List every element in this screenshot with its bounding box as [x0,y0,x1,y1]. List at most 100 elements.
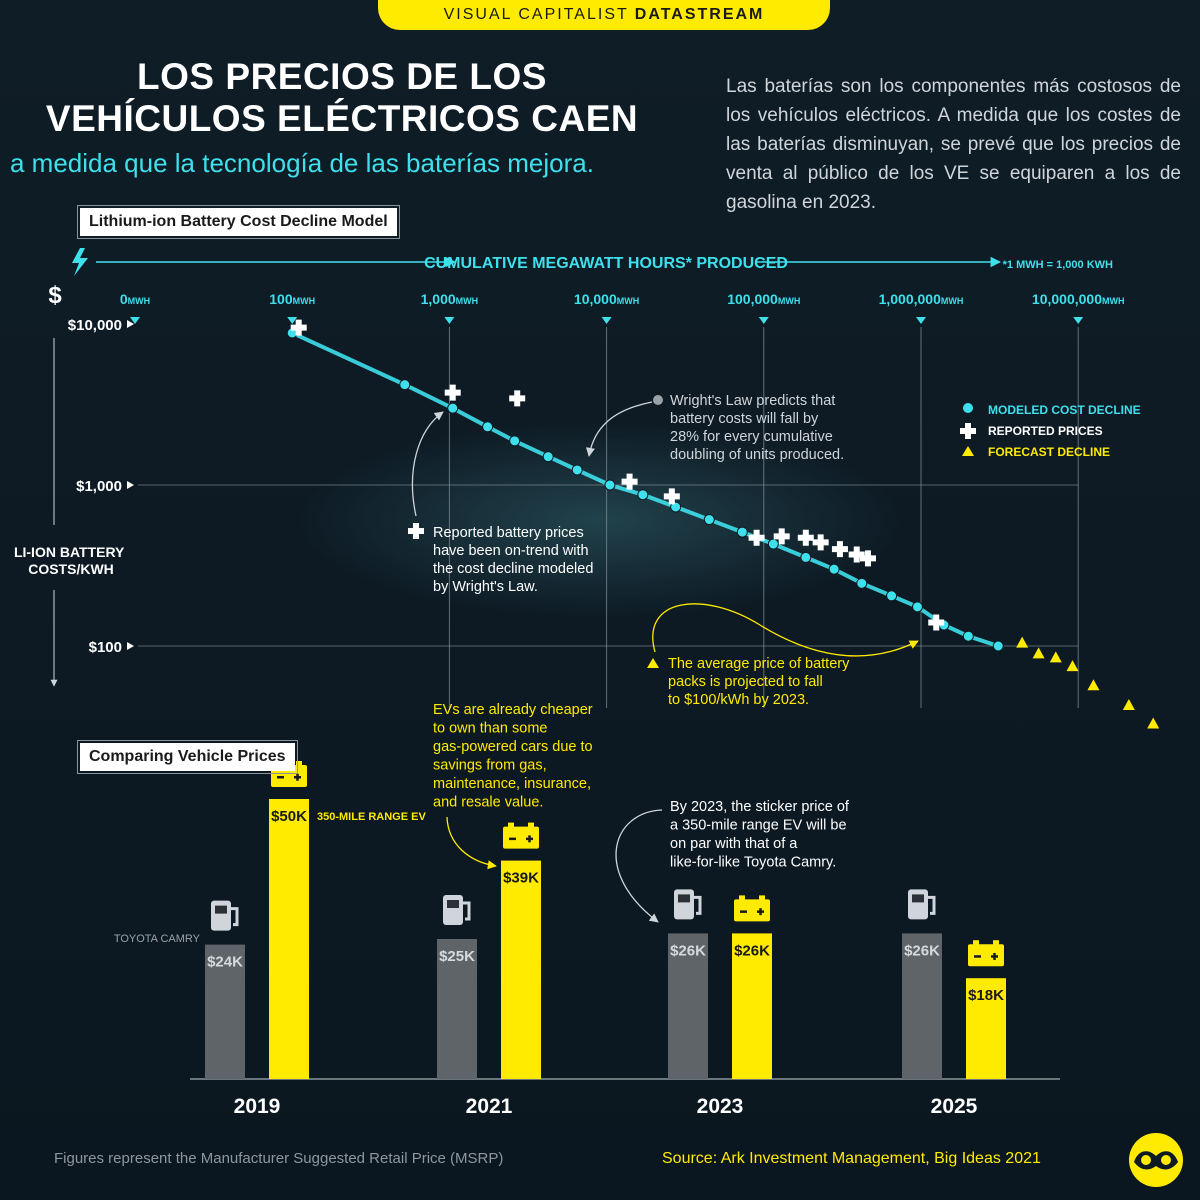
reported-price-point [748,529,765,546]
reported-price-point [509,390,526,407]
cross-marker-icon [960,423,976,439]
modeled-cost-point [509,435,521,447]
bar-group-2023: $26K $26K 2023 [668,889,772,1118]
legend-item-reported: REPORTED PRICES [960,423,1103,439]
fuel-pump-icon [674,889,702,920]
annotation-text: Wright's Law predicts that battery costs … [670,393,844,463]
camry-price-bar [437,939,477,1079]
y-axis-ticks: $10,000 $1,000 $100 [68,317,134,656]
forecast-point [1066,660,1079,672]
fuel-pump-icon [443,895,471,925]
forecast-point [1016,636,1029,648]
triangle-marker-icon [962,446,974,456]
reported-prices-annotation: Reported battery prices have been on-tren… [408,411,593,595]
camry-price-label: $26K [904,942,940,959]
wrights-law-annotation: Wright's Law predicts that battery costs … [585,393,844,463]
visual-capitalist-logo-icon [1129,1133,1183,1187]
modeled-cost-point [992,640,1004,652]
brand-banner: VISUAL CAPITALIST DATASTREAM [378,0,830,30]
circle-marker-icon [963,403,973,413]
ev-price-bar [732,933,772,1079]
year-label: 2025 [931,1095,978,1118]
reported-price-point [444,384,461,401]
camry-price-bar [668,933,708,1079]
ownership-cost-annotation: EVs are already cheaper to own than some g… [433,702,593,870]
modeled-cost-point [399,379,411,391]
battery-icon [968,940,1004,967]
footnote: Figures represent the Manufacturer Sugge… [54,1150,504,1167]
ev-price-label: $26K [734,942,770,959]
ev-series-label: 350-MILE RANGE EV [317,811,426,823]
reported-price-point [812,534,829,551]
modeled-cost-point [447,402,459,414]
annotation-text: Reported battery prices have been on-tren… [433,525,593,595]
modeled-cost-point [736,526,748,538]
camry-price-bar [902,933,942,1079]
x-tick-marker [130,317,140,324]
annotation-text: EVs are already cheaper to own than some g… [433,702,593,811]
x-tick-label: 0MWH [120,291,150,307]
reported-price-point [290,319,307,336]
x-tick-marker [287,317,298,324]
modeled-cost-point [637,489,649,501]
x-axis-header: CUMULATIVE MEGAWATT HOURS* PRODUCED *1 M… [72,248,1113,276]
y-axis: $ LI-ION BATTERY COSTS/KWH [14,282,125,687]
x-tick-marker [1073,317,1084,324]
x-tick-label: 10,000,000MWH [1032,291,1125,307]
ev-label: 350-MILE RANGE EV [317,811,426,823]
reported-price-point [621,473,638,490]
bar-group-2019: $24K $50K 2019 [205,761,309,1118]
modeled-cost-point [886,590,898,602]
y-axis-symbol: $ [48,282,62,309]
reported-price-point [859,550,876,567]
annotation-text: The average price of battery packs is pro… [668,656,850,708]
reported-price-point [663,488,680,505]
source-citation: Source: Ark Investment Management, Big I… [662,1150,1041,1167]
fuel-pump-icon [211,900,239,931]
y-tick-marker [127,320,134,328]
camry-price-bar [205,944,245,1079]
title-line-2: VEHÍCULOS ELÉCTRICOS CAEN [45,98,639,139]
x-tick-label: 10,000MWH [574,291,639,307]
ev-price-label: $50K [271,808,307,825]
battery-chart-title: Lithium-ion Battery Cost Decline Model [77,205,400,239]
x-axis-ticks: 0MWH 100MWH 1,000MWH 10,000MWH 100,000MWH 1,0… [120,291,1125,324]
modeled-cost-point [703,514,715,526]
camry-label: TOYOTA CAMRY [114,933,201,945]
price-parity-annotation: By 2023, the sticker price of a 350-mile … [615,799,850,923]
ev-price-bar [269,799,309,1079]
annotation-text: By 2023, the sticker price of a 350-mile … [670,799,850,871]
forecast-point [1087,679,1100,691]
modeled-cost-point [828,563,840,575]
data-points [286,319,1160,729]
page-subtitle: a medida que la tecnología de las baterí… [10,148,594,178]
battery-icon [503,822,539,849]
forecast-point [1032,647,1045,659]
year-label: 2023 [697,1095,744,1118]
fuel-pump-icon [908,889,936,920]
y-tick-marker [127,481,134,489]
modeled-cost-point [856,577,868,589]
modeled-cost-point [911,601,923,613]
x-tick-label: 100,000MWH [727,291,800,307]
x-tick-marker [916,317,926,324]
bar-group-2021: $25K $39K 2021 [437,822,541,1118]
reported-price-point [831,541,848,558]
year-label: 2019 [234,1095,281,1118]
x-tick-label: 100MWH [269,291,315,307]
legend-item-forecast: FORECAST DECLINE [962,445,1110,459]
x-axis-title: CUMULATIVE MEGAWATT HOURS* PRODUCED [424,255,788,272]
reported-price-point [773,528,790,545]
page-title: LOS PRECIOS DE LOS VEHÍCULOS ELÉCTRICOS … [0,56,684,140]
camry-price-label: $24K [207,954,243,971]
x-tick-marker [601,317,612,324]
y-tick-marker [127,642,134,650]
y-tick-label: $100 [89,639,122,656]
title-line-1: LOS PRECIOS DE LOS [137,56,547,97]
reported-price-point [928,614,945,631]
modeled-cost-point [800,551,812,563]
forecast-point [1049,651,1062,663]
bullet-icon [653,395,663,405]
